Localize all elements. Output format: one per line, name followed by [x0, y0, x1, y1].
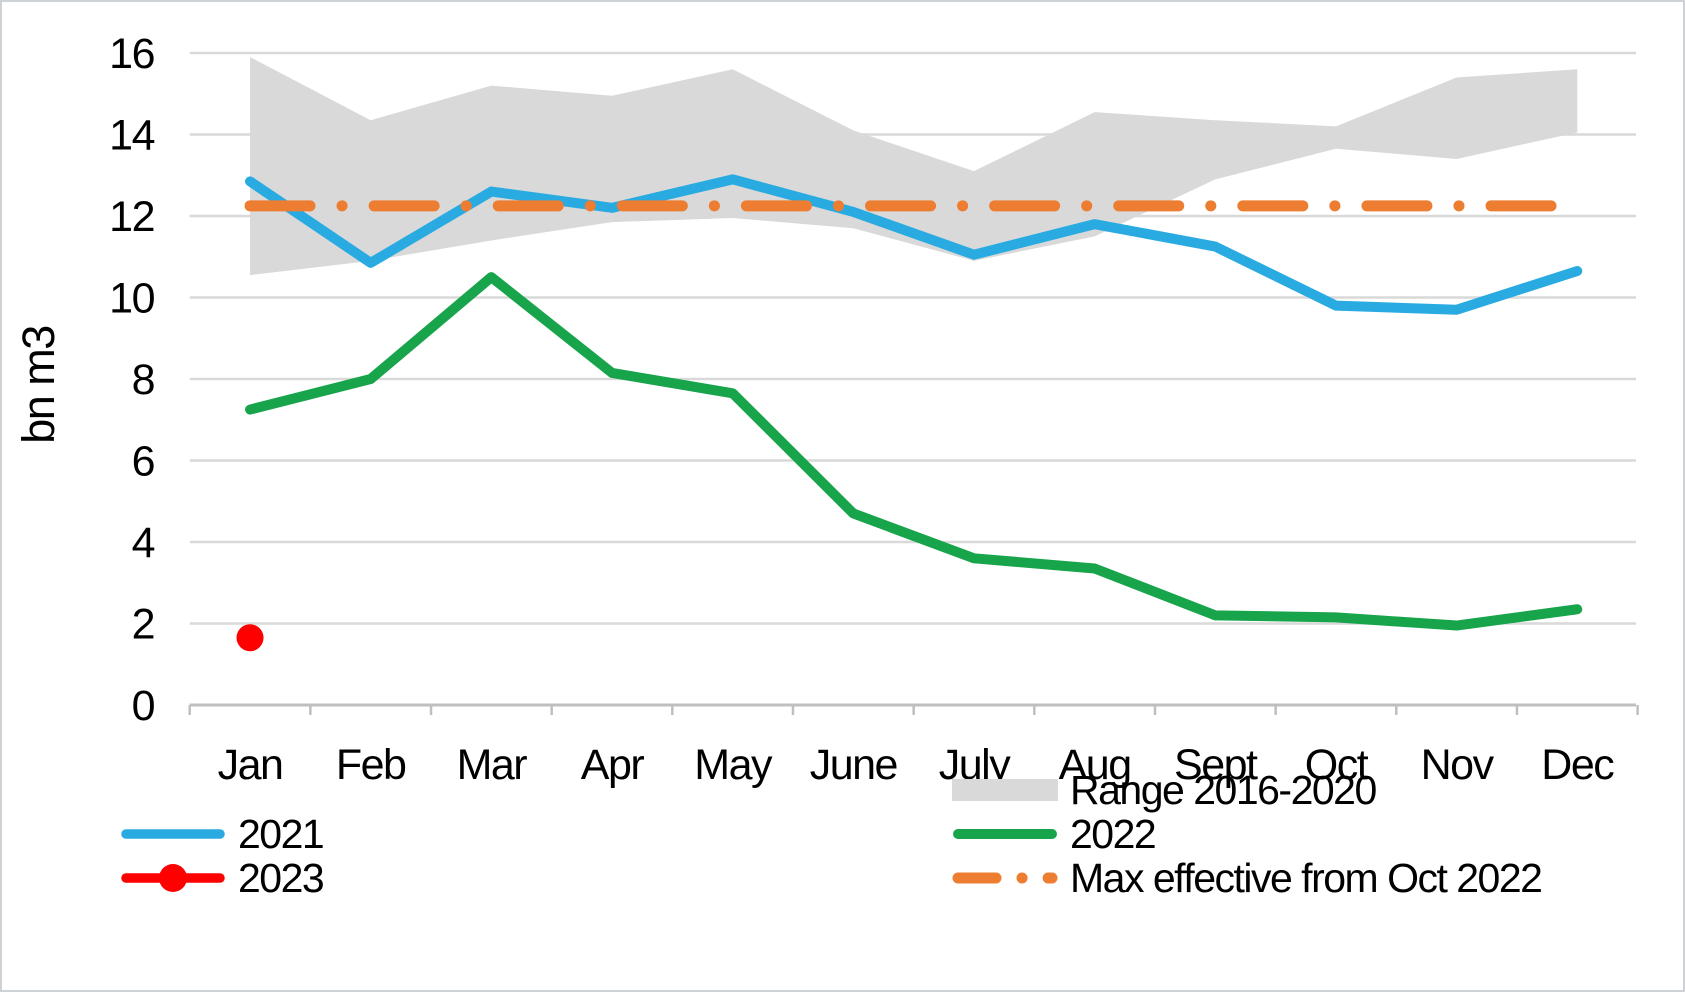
- range-band: [250, 57, 1578, 276]
- month-label-Dec: Dec: [1541, 741, 1614, 789]
- legend-label-max-effective: Max effective from Oct 2022: [1070, 854, 1543, 901]
- y-tick-label: 4: [132, 519, 155, 567]
- line-2022: [245, 272, 1583, 631]
- legend-label-2023: 2023: [238, 854, 325, 901]
- legend-item-2023: 2023: [120, 854, 325, 901]
- legend-item-max-effective: Max effective from Oct 2022: [952, 854, 1543, 901]
- y-tick-label: 0: [132, 682, 155, 730]
- y-tick-label: 8: [132, 356, 155, 404]
- legend-swatch-2022-line-icon: [953, 829, 1057, 839]
- legend-swatch-2023-line-dot-icon: [121, 864, 225, 892]
- legend-swatch-max-dashdot-icon: [952, 872, 1058, 884]
- month-label-Jan: Jan: [218, 741, 283, 789]
- month-label-Feb: Feb: [336, 741, 406, 789]
- month-label-Sept: Sept: [1174, 741, 1258, 789]
- month-label-May: May: [694, 741, 773, 789]
- point-2023: [236, 624, 264, 652]
- legend-label-2022: 2022: [1070, 810, 1157, 857]
- legend-swatch-2021-line-icon: [121, 829, 225, 839]
- legend-label-range: Range 2016-2020: [1070, 766, 1377, 813]
- legend-item-2022: 2022: [952, 810, 1157, 857]
- y-tick-label: 16: [109, 30, 154, 78]
- legend-item-range: Range 2016-2020: [952, 766, 1377, 813]
- y-tick-label: 6: [132, 438, 155, 486]
- y-tick-label: 10: [109, 275, 154, 323]
- y-axis-title: bn m3: [13, 326, 64, 444]
- legend-swatch-range-band-icon: [952, 779, 1058, 801]
- legend-label-2021: 2021: [238, 810, 325, 857]
- legend-item-2021: 2021: [120, 810, 325, 857]
- y-tick-label: 14: [109, 112, 154, 160]
- month-label-Oct: Oct: [1305, 741, 1369, 789]
- month-label-June: June: [810, 741, 897, 789]
- line-2021: [245, 174, 1583, 315]
- month-label-Mar: Mar: [457, 741, 528, 789]
- month-label-Aug: Aug: [1059, 741, 1131, 789]
- month-label-Apr: Apr: [581, 741, 645, 789]
- y-tick-label: 12: [109, 193, 154, 241]
- y-tick-label: 2: [132, 601, 154, 649]
- month-label-Nov: Nov: [1421, 741, 1495, 789]
